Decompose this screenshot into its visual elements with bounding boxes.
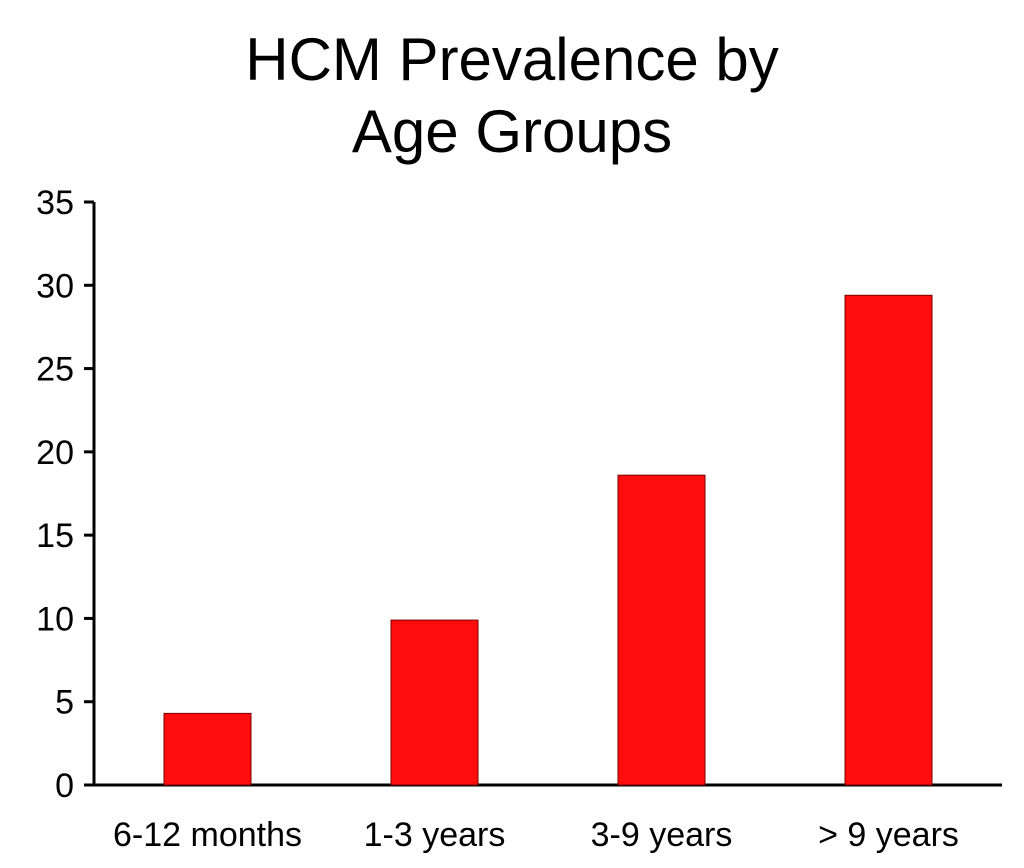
- chart-title-line-1: HCM Prevalence by: [245, 26, 779, 93]
- y-tick-label: 30: [36, 267, 74, 305]
- bar-3: [844, 294, 933, 786]
- bar-1: [390, 619, 479, 786]
- x-category-label: 3-9 years: [591, 816, 733, 854]
- y-tick-label: 10: [36, 600, 74, 638]
- x-category-label: 1-3 years: [364, 816, 506, 854]
- y-tick-label: 15: [36, 517, 74, 555]
- y-tick-label: 25: [36, 351, 74, 389]
- bar-0: [163, 712, 252, 786]
- x-category-label: 6-12 months: [113, 816, 302, 854]
- x-category-label: > 9 years: [818, 816, 959, 854]
- chart-title: HCM Prevalence by Age Groups: [245, 26, 779, 165]
- y-tick-label: 35: [36, 184, 74, 222]
- y-tick-label: 20: [36, 434, 74, 472]
- y-tick-label: 5: [55, 684, 74, 722]
- y-tick-label: 0: [55, 767, 74, 805]
- chart-title-line-2: Age Groups: [352, 98, 672, 165]
- x-axis: 6-12 months 1-3 years 3-9 years > 9 years: [94, 783, 1002, 854]
- bar-2: [617, 474, 706, 786]
- y-axis: 0 5 10 15 20 25 30 35: [36, 184, 96, 805]
- bar-series: [163, 294, 933, 786]
